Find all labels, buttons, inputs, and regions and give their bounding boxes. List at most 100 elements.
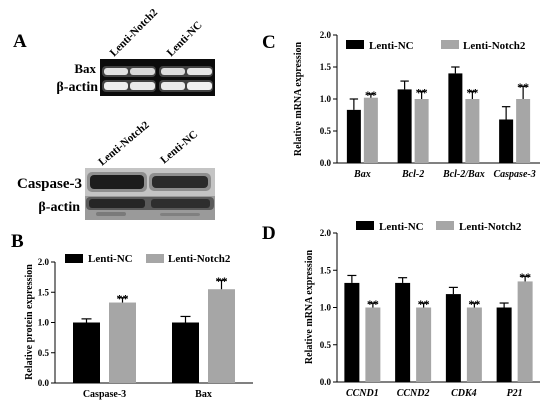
bar	[445, 294, 461, 382]
blot-band-beta-actin	[104, 82, 128, 90]
blot-band-bax	[104, 68, 128, 75]
blot-image-caspase-3	[85, 168, 215, 196]
blot-band-caspase-3	[152, 176, 208, 188]
blot-band-beta-actin	[151, 199, 210, 208]
blot-speckle	[96, 212, 126, 216]
y-tick-label: 1.0	[320, 94, 332, 104]
significance-mark: **	[418, 297, 430, 311]
significance-mark: **	[519, 270, 531, 284]
blot-band-beta-actin	[161, 82, 185, 90]
blot-band-beta-actin	[130, 82, 155, 90]
blot-image-bax	[100, 59, 215, 96]
bar	[496, 307, 512, 382]
x-tick-label: CDK4	[451, 388, 477, 399]
bar	[416, 307, 432, 382]
bar	[73, 322, 100, 383]
y-tick-label: 1.5	[38, 287, 50, 297]
panel-label: D	[262, 223, 276, 244]
blot-band-bax	[130, 68, 155, 75]
legend-label: Lenti-NC	[369, 40, 414, 52]
x-tick-label: P21	[507, 388, 523, 399]
legend-swatch	[441, 40, 459, 49]
y-axis-label: Relative protein expression	[24, 264, 35, 380]
x-tick-label: Bax	[195, 389, 212, 400]
y-tick-label: 2.0	[38, 257, 50, 267]
bar	[397, 89, 412, 163]
legend-swatch	[346, 40, 364, 49]
legend-swatch	[146, 254, 164, 263]
legend-label: Lenti-NC	[88, 253, 133, 265]
bar	[414, 99, 429, 163]
y-tick-label: 0.5	[320, 340, 332, 350]
bar	[109, 302, 136, 383]
significance-mark: **	[117, 292, 129, 306]
legend-swatch	[356, 221, 374, 230]
y-tick-label: 1.0	[320, 303, 332, 313]
chart-panel-d: D 0.0 0.5 1.0 1.5 2.0 Relative mRNA expression…	[262, 221, 540, 399]
legend-swatch	[436, 221, 454, 230]
y-tick-label: 0.0	[320, 377, 332, 387]
row-label-caspase-3: Caspase-3	[17, 176, 82, 192]
y-tick-label: 1.0	[38, 318, 50, 328]
legend-label: Lenti-Notch2	[463, 40, 526, 52]
legend-label: Lenti-NC	[379, 221, 424, 233]
bar	[517, 281, 533, 382]
blot-band-bax	[187, 68, 212, 75]
bar	[465, 99, 480, 163]
y-tick-label: 0.5	[38, 348, 50, 358]
y-tick-label: 1.5	[320, 265, 332, 275]
x-tick-label: Caspase-3	[494, 169, 536, 180]
blot-image-beta-actin	[85, 196, 215, 220]
legend-label: Lenti-Notch2	[168, 253, 231, 265]
lane-label-lenti-notch2: Lenti-Notch2	[96, 119, 152, 169]
bar	[516, 99, 531, 163]
bar	[344, 282, 360, 382]
x-tick-label: CCND1	[346, 388, 379, 399]
significance-mark: **	[216, 274, 228, 288]
panel-label: A	[13, 31, 27, 52]
row-label-beta-actin: β-actin	[38, 200, 80, 215]
row-label-bax: Bax	[74, 61, 96, 76]
bar	[395, 282, 411, 382]
bar	[466, 307, 482, 382]
y-axis-label: Relative mRNA expression	[304, 249, 315, 364]
legend-label: Lenti-Notch2	[459, 221, 522, 233]
significance-mark: **	[517, 80, 529, 94]
chart-panel-c: C 0.0 0.5 1.0 1.5 2.0 Relative mRNA expression…	[262, 30, 540, 180]
panel-label: C	[262, 32, 276, 53]
blot-band-beta-actin	[89, 199, 145, 208]
x-tick-label: Caspase-3	[83, 389, 126, 400]
x-tick-label: CCND2	[397, 388, 430, 399]
y-tick-label: 0.0	[38, 378, 50, 388]
lane-label-lenti-nc: Lenti-NC	[158, 128, 200, 166]
x-tick-label: Bcl-2/Bax	[442, 169, 485, 180]
panel-label: B	[11, 231, 24, 252]
row-label-beta-actin: β-actin	[56, 80, 98, 95]
bar	[208, 289, 235, 383]
blot-band-bax	[161, 68, 185, 75]
significance-mark: **	[468, 297, 480, 311]
y-tick-label: 2.0	[320, 228, 332, 238]
panel-a: A Lenti-Notch2 Lenti-NC Bax β-actin Lent…	[13, 6, 215, 220]
x-tick-label: Bcl-2	[401, 169, 424, 180]
bar	[448, 73, 463, 163]
blot-band-beta-actin	[187, 82, 212, 90]
significance-mark: **	[365, 88, 377, 102]
bar	[172, 322, 199, 383]
bar	[363, 97, 378, 163]
significance-mark: **	[416, 85, 428, 99]
y-tick-label: 2.0	[320, 30, 332, 40]
x-tick-label: Bax	[353, 169, 371, 180]
y-tick-label: 1.5	[320, 62, 332, 72]
lane-label-lenti-notch2: Lenti-Notch2	[108, 6, 161, 59]
y-axis-label: Relative mRNA expression	[293, 41, 304, 156]
y-tick-label: 0.5	[320, 126, 332, 136]
blot-speckle	[160, 213, 200, 216]
y-tick-label: 0.0	[320, 158, 332, 168]
significance-mark: **	[367, 297, 379, 311]
legend-swatch	[65, 254, 83, 263]
lane-label-lenti-nc: Lenti-NC	[165, 19, 205, 59]
significance-mark: **	[466, 85, 478, 99]
